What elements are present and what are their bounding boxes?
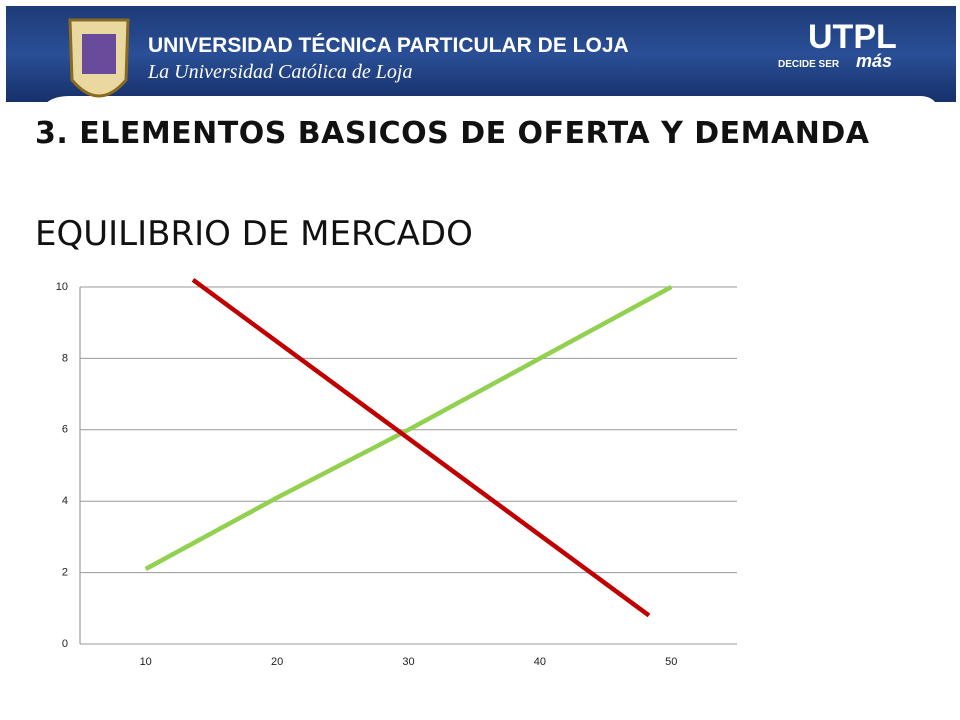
y-tick-label: 8 (62, 352, 68, 364)
series-line (191, 278, 651, 618)
brand: UTPL (808, 18, 897, 56)
y-tick-label: 2 (62, 567, 68, 579)
slide-subtitle: EQUILIBRIO DE MERCADO (35, 214, 473, 254)
motto-prefix: DECIDE SER (778, 59, 840, 70)
y-tick-label: 10 (56, 281, 68, 293)
x-tick-label: 40 (534, 656, 546, 668)
motto-word: más (856, 51, 892, 71)
x-tick-label: 10 (140, 656, 152, 668)
tagline: La Universidad Católica de Loja (147, 61, 412, 83)
y-tick-label: 6 (62, 424, 68, 436)
y-tick-label: 0 (62, 638, 68, 650)
slide-title: 3. ELEMENTOS BASICOS DE OFERTA Y DEMANDA (35, 116, 870, 151)
series-line (144, 285, 673, 572)
x-tick-label: 30 (402, 656, 414, 668)
university-name: UNIVERSIDAD TÉCNICA PARTICULAR DE LOJA (148, 34, 629, 57)
x-tick-label: 20 (271, 656, 283, 668)
logo-inner (82, 34, 116, 74)
header-banner: UNIVERSIDAD TÉCNICA PARTICULAR DE LOJA L… (6, 6, 956, 120)
banner-curve (6, 96, 956, 120)
banner-background (6, 6, 956, 102)
x-tick-label: 50 (665, 656, 677, 668)
y-tick-label: 4 (62, 495, 68, 507)
